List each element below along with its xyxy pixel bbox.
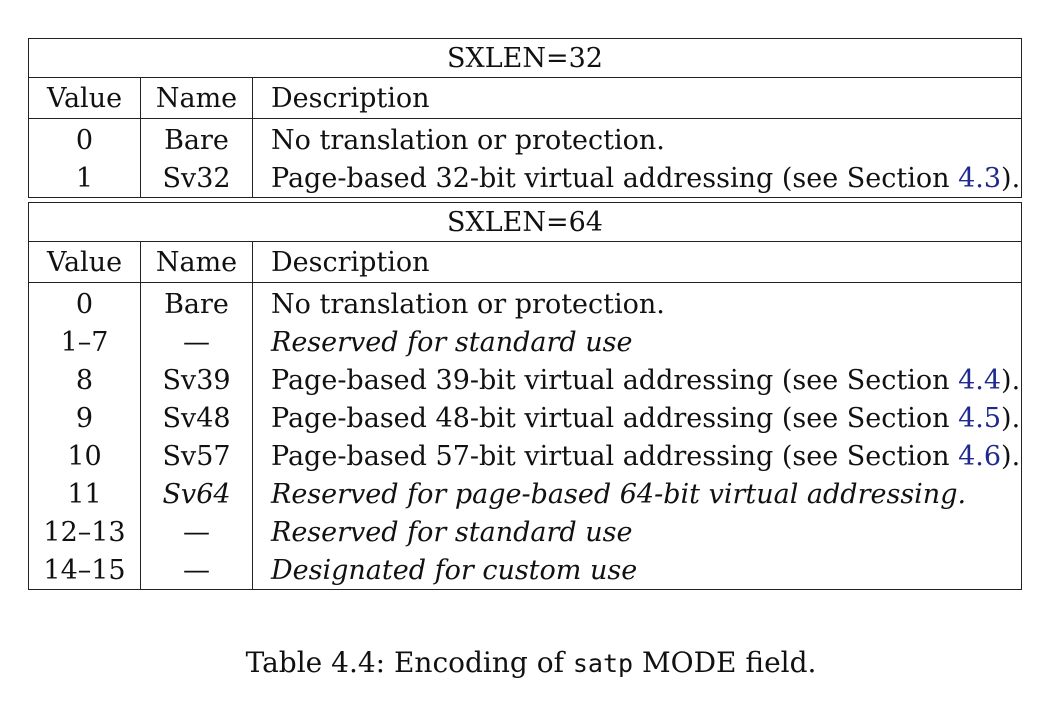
table-row: 8 Sv39 Page-based 39-bit virtual addressin… <box>28 361 1022 399</box>
description-text: Reserved for standard use <box>271 326 633 358</box>
table-row: 0 Bare No translation or protection. <box>28 118 1022 159</box>
table-row: 10 Sv57 Page-based 57-bit virtual addressi… <box>28 437 1022 475</box>
section-link[interactable]: 4.4 <box>958 364 1002 396</box>
description-text: Page-based 57-bit virtual addressing (se… <box>271 440 959 472</box>
description-text: Page-based 48-bit virtual addressing (se… <box>271 402 959 434</box>
name-cell: Sv57 <box>140 437 253 475</box>
description-cell: Reserved for standard use <box>252 323 1022 361</box>
column-header-name: Name <box>140 241 253 283</box>
name-cell: Bare <box>140 282 253 323</box>
table-title: SXLEN=64 <box>28 202 1022 242</box>
name-cell: Sv39 <box>140 361 253 399</box>
column-header-name: Name <box>140 77 253 119</box>
description-text: Reserved for standard use <box>271 516 633 548</box>
table-row: 0 Bare No translation or protection. <box>28 282 1022 323</box>
description-cell: Designated for custom use <box>252 551 1022 590</box>
table-caption: Table 4.4: Encoding of satp MODE field. <box>0 646 1062 679</box>
description-text: Page-based 32-bit virtual addressing (se… <box>271 162 959 194</box>
description-text: Reserved for page-based 64-bit virtual a… <box>271 478 967 510</box>
table-row: 12–13— Reserved for standard use <box>28 513 1022 551</box>
name-cell: Sv64 <box>140 475 253 513</box>
caption-code: satp <box>572 649 634 678</box>
description-text: No translation or protection. <box>271 124 665 156</box>
value-cell: 8 <box>28 361 141 399</box>
column-header-value: Value <box>28 77 141 119</box>
value-cell: 14–15 <box>28 551 141 590</box>
description-cell: Page-based 48-bit virtual addressing (se… <box>252 399 1022 437</box>
description-text: No translation or protection. <box>271 288 665 320</box>
column-header-description: Description <box>252 241 1022 283</box>
table-row: 1–7— Reserved for standard use <box>28 323 1022 361</box>
name-cell: Sv48 <box>140 399 253 437</box>
description-cell: Reserved for page-based 64-bit virtual a… <box>252 475 1022 513</box>
table-title: SXLEN=32 <box>28 38 1022 78</box>
section-link[interactable]: 4.5 <box>958 402 1002 434</box>
section-link[interactable]: 4.6 <box>958 440 1002 472</box>
description-suffix: ). <box>1001 440 1021 472</box>
name-cell: — <box>140 551 253 590</box>
value-cell: 1–7 <box>28 323 141 361</box>
description-text: Designated for custom use <box>271 554 638 586</box>
value-cell: 9 <box>28 399 141 437</box>
value-cell: 0 <box>28 282 141 323</box>
table-row: 1 Sv32 Page-based 32-bit virtual addressin… <box>28 159 1022 198</box>
table-body: 0 Bare No translation or protection. 1–7— Re… <box>28 282 1022 590</box>
description-cell: Page-based 39-bit virtual addressing (se… <box>252 361 1022 399</box>
value-cell: 0 <box>28 118 141 159</box>
value-cell: 10 <box>28 437 141 475</box>
description-cell: Page-based 57-bit virtual addressing (se… <box>252 437 1022 475</box>
table-row: 9 Sv48 Page-based 48-bit virtual addressin… <box>28 399 1022 437</box>
description-cell: No translation or protection. <box>252 282 1022 323</box>
description-suffix: ). <box>1001 162 1021 194</box>
sxlen32-table: SXLEN=32 Value Name Description 0 Bare No … <box>28 38 1022 198</box>
table-row: 11 Sv64 Reserved for page-based 64-bit vir… <box>28 475 1022 513</box>
value-cell: 1 <box>28 159 141 198</box>
caption-prefix: Table 4.4: Encoding of <box>245 646 573 679</box>
name-cell: — <box>140 513 253 551</box>
sxlen64-table: SXLEN=64 Value Name Description 0 Bare No … <box>28 202 1022 590</box>
value-cell: 12–13 <box>28 513 141 551</box>
description-cell: Reserved for standard use <box>252 513 1022 551</box>
table-body: 0 Bare No translation or protection. 1 Sv32 P… <box>28 118 1022 198</box>
caption-suffix: MODE field. <box>633 646 817 679</box>
table-row: 14–15— Designated for custom use <box>28 551 1022 590</box>
description-text: Page-based 39-bit virtual addressing (se… <box>271 364 959 396</box>
name-cell: Sv32 <box>140 159 253 198</box>
name-cell: Bare <box>140 118 253 159</box>
description-suffix: ). <box>1001 402 1021 434</box>
column-header-description: Description <box>252 77 1022 119</box>
value-cell: 11 <box>28 475 141 513</box>
section-link[interactable]: 4.3 <box>958 162 1002 194</box>
name-cell: — <box>140 323 253 361</box>
column-header-value: Value <box>28 241 141 283</box>
description-cell: No translation or protection. <box>252 118 1022 159</box>
description-suffix: ). <box>1001 364 1021 396</box>
description-cell: Page-based 32-bit virtual addressing (se… <box>252 159 1022 198</box>
